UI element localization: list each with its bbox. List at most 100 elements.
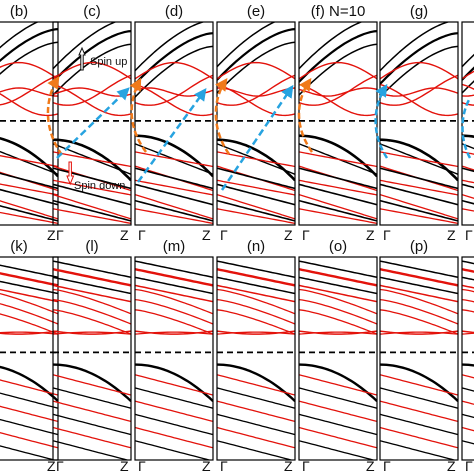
- spin-up-band: [0, 172, 58, 190]
- spin-up-band: [299, 387, 377, 409]
- panel-label: (n): [247, 238, 265, 255]
- spin-down-band: [299, 61, 377, 80]
- spin-up-band: [299, 276, 377, 295]
- spin-up-band: [53, 22, 118, 70]
- spin-down-band: [135, 298, 213, 325]
- z-kpoint-label: Z: [120, 227, 129, 243]
- hollow-down-arrow-icon: [66, 161, 75, 186]
- spin-up-band: [380, 276, 458, 295]
- spin-down-band: [380, 288, 458, 315]
- spin-up-band: [135, 22, 206, 72]
- gamma-kpoint-label: Γ: [383, 458, 391, 474]
- spin-down-band: [135, 151, 213, 168]
- spin-down-band: [299, 298, 377, 325]
- panel-label: (b): [10, 3, 28, 20]
- spin-down-band: [135, 374, 213, 396]
- spin-up-band: [0, 280, 58, 295]
- spin-up-label: Spin up: [90, 56, 127, 68]
- spin-down-band: [380, 298, 458, 325]
- z-kpoint-label: Z: [202, 458, 211, 474]
- gamma-kpoint-label: Γ: [465, 458, 473, 474]
- spin-up-band: [217, 28, 295, 81]
- spin-down-band: [0, 211, 58, 225]
- spin-down-band: [0, 74, 58, 106]
- spin-up-band: [53, 440, 130, 460]
- spin-up-band: [53, 167, 131, 190]
- spin-down-band: [217, 331, 295, 335]
- panel-label: (o): [329, 238, 347, 255]
- panel-label: (m): [163, 238, 186, 255]
- gamma-kpoint-label: Γ: [302, 458, 310, 474]
- spin-down-band: [299, 193, 377, 220]
- spin-down-band: [0, 379, 58, 396]
- panel-label: (d): [165, 3, 183, 20]
- spin-up-band: [0, 392, 58, 409]
- spin-down-band: [217, 151, 295, 168]
- z-kpoint-label: Z: [47, 458, 56, 474]
- panel-label: (p): [410, 238, 428, 255]
- spin-down-band: [299, 374, 377, 396]
- spin-down-band: [299, 400, 377, 423]
- spin-up-band: [380, 260, 458, 279]
- spin-down-band: [0, 292, 58, 315]
- spin-down-band: [299, 268, 377, 287]
- spin-down-band: [53, 284, 131, 303]
- spin-down-band: [53, 208, 131, 225]
- spin-up-band: [0, 445, 57, 460]
- spin-up-band: [299, 363, 377, 402]
- panel-frame: [461, 21, 474, 226]
- hollow-up-arrow-icon: [78, 46, 86, 71]
- spin-up-band: [135, 387, 213, 409]
- spin-up-band: [299, 183, 377, 206]
- spin-up-band: [462, 387, 474, 392]
- spin-up-band: [380, 183, 458, 206]
- spin-up-band: [0, 264, 58, 279]
- spin-down-band: [135, 208, 213, 225]
- spin-up-band: [299, 167, 377, 190]
- spin-down-band: [299, 74, 377, 106]
- panel-frame: [134, 21, 214, 226]
- spin-up-band: [462, 53, 474, 68]
- spin-down-band: [217, 298, 295, 325]
- spin-down-band: [135, 74, 213, 106]
- spin-down-band: [462, 426, 474, 432]
- z-kpoint-label: Z: [366, 227, 375, 243]
- spin-down-band: [135, 331, 213, 335]
- spin-down-band: [53, 331, 131, 335]
- spin-up-band: [299, 440, 376, 460]
- band-panel: (e) Γ Z: [216, 3, 296, 243]
- spin-down-band: [299, 426, 377, 449]
- panel-frame: [216, 21, 296, 226]
- spin-up-band: [0, 22, 40, 49]
- gamma-kpoint-label: Γ: [465, 227, 473, 243]
- transition-arrows: [46, 75, 472, 191]
- spin-up-band: [299, 413, 377, 436]
- spin-down-band: [0, 405, 58, 423]
- orange-transition-arrow: [46, 75, 64, 156]
- spin-up-band: [135, 199, 213, 222]
- spin-down-band: [380, 74, 458, 106]
- spin-up-band: [462, 413, 474, 419]
- panel-label: (e): [247, 3, 265, 20]
- spin-up-band: [53, 260, 131, 279]
- spin-down-band: [217, 74, 295, 106]
- spin-down-band: [217, 61, 295, 80]
- gamma-kpoint-label: Γ: [138, 227, 146, 243]
- band-panel: (d) Γ Z: [134, 3, 214, 243]
- spin-down-band: [53, 193, 131, 220]
- spin-up-band: [217, 22, 277, 68]
- spin-down-band: [299, 83, 377, 117]
- spin-down-band: [135, 193, 213, 220]
- spin-up-band: [217, 199, 295, 222]
- spin-up-band: [0, 418, 58, 436]
- spin-down-band: [217, 87, 295, 97]
- spin-down-band: [380, 331, 458, 335]
- spin-down-band: [299, 284, 377, 303]
- spin-up-band: [135, 260, 213, 279]
- z-kpoint-label: Z: [366, 458, 375, 474]
- spin-down-band: [380, 83, 458, 117]
- spin-up-band: [0, 150, 58, 175]
- spin-down-band: [380, 61, 458, 80]
- spin-down-band: [53, 74, 131, 106]
